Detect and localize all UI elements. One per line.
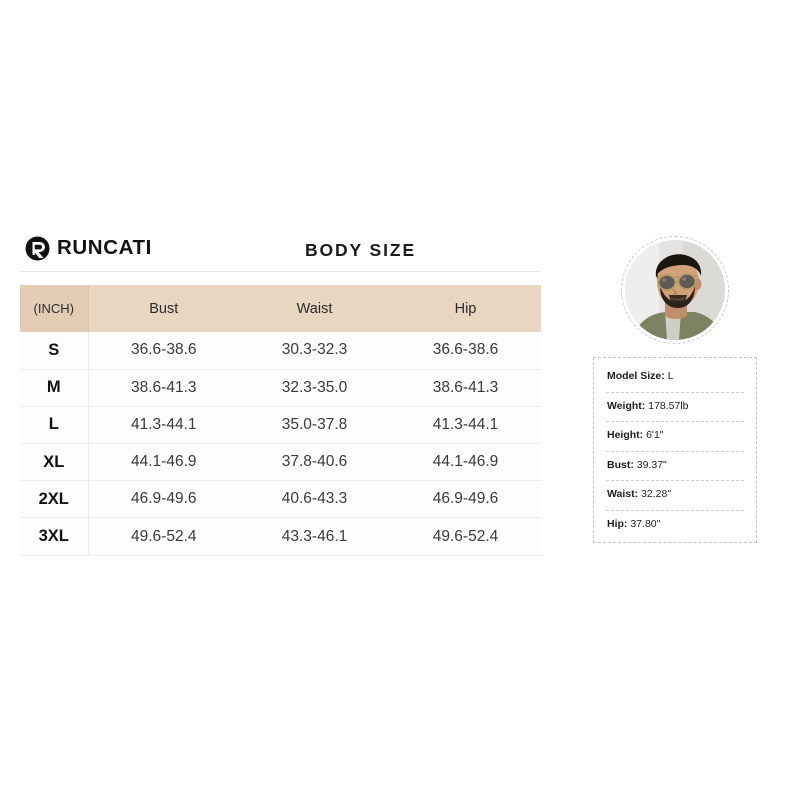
table-row: 2XL 46.9-49.6 40.6-43.3 46.9-49.6 (20, 480, 541, 519)
table-row: 3XL 49.6-52.4 43.3-46.1 49.6-52.4 (20, 517, 541, 556)
table-row: M 38.6-41.3 32.3-35.0 38.6-41.3 (20, 369, 541, 407)
cell-hip: 46.9-49.6 (390, 480, 541, 519)
fact-value: 32.28" (641, 488, 672, 501)
model-photo-frame (621, 236, 729, 344)
size-chart-card: RUNCATI BODY SIZE (INCH) Bust Waist Hip … (20, 233, 541, 556)
cell-bust: 44.1-46.9 (88, 443, 239, 482)
cell-hip: 38.6-41.3 (390, 369, 541, 407)
page-title: BODY SIZE (304, 240, 417, 260)
column-header-hip: Hip (390, 285, 541, 332)
cell-waist: 30.3-32.3 (239, 332, 390, 370)
avatar (625, 240, 725, 340)
fact-value: 6'1" (646, 429, 664, 442)
column-header-waist: Waist (239, 285, 390, 332)
model-fact-hip: Hip: 37.80" (606, 511, 744, 533)
cell-hip: 36.6-38.6 (390, 332, 541, 370)
size-table: (INCH) Bust Waist Hip S 36.6-38.6 30.3-3… (20, 285, 541, 556)
fact-label: Hip: (607, 517, 628, 530)
chart-header: RUNCATI BODY SIZE (20, 233, 541, 272)
fact-label: Height: (607, 429, 644, 442)
fact-value: 39.37" (636, 458, 667, 471)
cell-size: L (20, 406, 89, 445)
cell-bust: 49.6-52.4 (88, 517, 239, 556)
model-fact-bust: Bust: 39.37" (606, 452, 744, 482)
column-header-unit: (INCH) (20, 285, 89, 332)
column-header-bust: Bust (88, 285, 239, 332)
male-model-portrait-sunglasses-icon (625, 240, 725, 340)
fact-label: Waist: (607, 488, 639, 501)
cell-size: 2XL (20, 480, 89, 519)
fact-value: 37.80" (630, 517, 661, 530)
table-row: S 36.6-38.6 30.3-32.3 36.6-38.6 (20, 332, 541, 370)
cell-size: M (20, 369, 89, 407)
cell-waist: 35.0-37.8 (239, 406, 390, 445)
cell-waist: 40.6-43.3 (239, 480, 390, 519)
cell-hip: 41.3-44.1 (390, 406, 541, 445)
model-fact-height: Height: 6'1" (606, 422, 744, 452)
cell-bust: 46.9-49.6 (88, 480, 239, 519)
model-info-column: Model Size: L Weight: 178.57lb Height: 6… (593, 236, 757, 544)
fact-value: 178.57lb (648, 399, 689, 412)
brand-name: RUNCATI (57, 236, 152, 260)
cell-bust: 41.3-44.1 (88, 406, 239, 445)
fact-label: Bust: (607, 458, 634, 471)
cell-hip: 44.1-46.9 (390, 443, 541, 482)
fact-value: L (667, 370, 674, 382)
model-fact-weight: Weight: 178.57lb (606, 393, 744, 423)
table-row: L 41.3-44.1 35.0-37.8 41.3-44.1 (20, 406, 541, 445)
brand-logo: RUNCATI (25, 236, 152, 261)
table-row: XL 44.1-46.9 37.8-40.6 44.1-46.9 (20, 443, 541, 482)
cell-hip: 49.6-52.4 (390, 517, 541, 556)
runcati-circle-r-logo-icon (25, 236, 50, 261)
cell-size: S (20, 332, 89, 370)
model-fact-model-size: Model Size: L (606, 369, 744, 393)
cell-size: XL (20, 443, 89, 482)
cell-bust: 36.6-38.6 (88, 332, 239, 370)
cell-waist: 32.3-35.0 (239, 369, 390, 407)
model-measurements-panel: Model Size: L Weight: 178.57lb Height: 6… (593, 357, 757, 544)
table-header-row: (INCH) Bust Waist Hip (20, 285, 541, 332)
fact-label: Model Size: (607, 370, 665, 382)
cell-size: 3XL (20, 517, 89, 556)
fact-label: Weight: (607, 399, 646, 412)
cell-bust: 38.6-41.3 (88, 369, 239, 407)
model-fact-waist: Waist: 32.28" (606, 481, 744, 511)
cell-waist: 37.8-40.6 (239, 443, 390, 482)
cell-waist: 43.3-46.1 (239, 517, 390, 556)
